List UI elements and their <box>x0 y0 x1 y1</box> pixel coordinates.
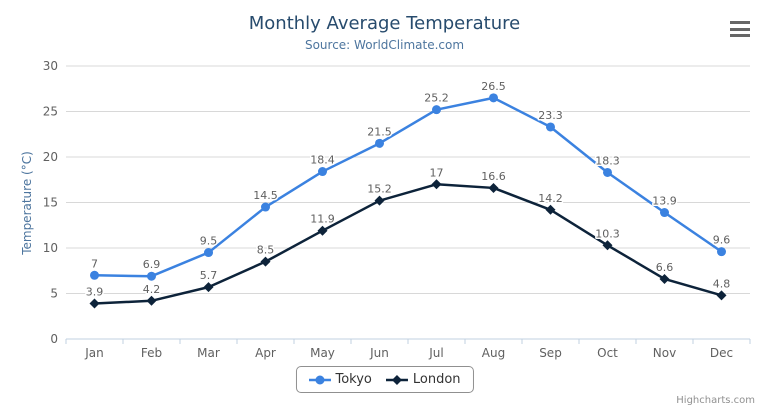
marker-tokyo-jan[interactable] <box>90 270 99 280</box>
data-label-tokyo-sep: 23.3 <box>538 109 563 122</box>
data-label-tokyo-mar: 9.5 <box>200 235 218 248</box>
marker-tokyo-apr[interactable] <box>261 202 270 212</box>
data-label-tokyo-apr: 14.5 <box>253 189 278 202</box>
x-axis-label: Jun <box>369 346 389 360</box>
x-axis-label: Mar <box>197 346 220 360</box>
data-label-tokyo-dec: 9.6 <box>713 234 731 247</box>
marker-tokyo-mar[interactable] <box>204 248 213 258</box>
legend-item-london[interactable]: London <box>385 372 461 387</box>
chart-title: Monthly Average Temperature <box>248 13 521 34</box>
data-label-tokyo-nov: 13.9 <box>652 195 677 208</box>
x-axis-label: Sep <box>539 346 562 360</box>
data-label-london-dec: 4.8 <box>713 277 731 290</box>
data-label-london-feb: 4.2 <box>143 283 161 296</box>
marker-tokyo-dec[interactable] <box>717 247 726 257</box>
marker-london-nov[interactable] <box>659 273 670 284</box>
tokyo-legend-marker-icon <box>308 375 331 384</box>
marker-london-dec[interactable] <box>716 290 727 301</box>
legend-label-london: London <box>412 372 461 387</box>
series-line-tokyo[interactable] <box>93 96 723 278</box>
data-label-london-jan: 3.9 <box>86 286 104 299</box>
series-line-london[interactable] <box>93 183 723 305</box>
data-label-london-mar: 5.7 <box>200 269 218 282</box>
legend-item-tokyo[interactable]: Tokyo <box>308 372 372 387</box>
marker-tokyo-feb[interactable] <box>147 271 156 281</box>
data-label-london-may: 11.9 <box>310 213 335 226</box>
marker-london-feb[interactable] <box>146 295 157 306</box>
marker-london-may[interactable] <box>317 225 328 236</box>
london-legend-marker-icon <box>385 374 408 385</box>
marker-tokyo-nov[interactable] <box>660 208 669 218</box>
x-axis-label: Feb <box>141 346 162 360</box>
data-label-tokyo-oct: 18.3 <box>595 154 620 167</box>
marker-london-mar[interactable] <box>203 282 214 293</box>
y-axis-label: 5 <box>50 287 58 301</box>
data-label-london-jun: 15.2 <box>367 183 392 196</box>
data-label-london-apr: 8.5 <box>257 244 275 257</box>
data-label-london-jul: 17 <box>430 166 444 179</box>
y-axis-label: 10 <box>43 241 58 255</box>
data-label-london-sep: 14.2 <box>538 192 563 205</box>
data-label-tokyo-jul: 25.2 <box>424 92 449 105</box>
x-axis-label: Aug <box>482 346 505 360</box>
chart-subtitle: Source: WorldClimate.com <box>304 38 465 52</box>
data-label-tokyo-jan: 7 <box>91 257 98 270</box>
marker-london-sep[interactable] <box>545 204 556 215</box>
y-axis-label: 25 <box>43 105 58 119</box>
marker-tokyo-jun[interactable] <box>375 138 384 148</box>
legend-label-tokyo: Tokyo <box>335 372 372 387</box>
data-label-tokyo-may: 18.4 <box>310 154 335 167</box>
marker-tokyo-jul[interactable] <box>432 105 441 115</box>
marker-london-aug[interactable] <box>488 182 499 193</box>
x-axis-label: Dec <box>710 346 733 360</box>
x-axis-label: Oct <box>597 346 618 360</box>
legend: Tokyo London <box>295 366 474 393</box>
x-axis-label: Jul <box>428 346 443 360</box>
y-axis-label: 30 <box>43 59 58 73</box>
x-axis-label: May <box>310 346 335 360</box>
marker-tokyo-oct[interactable] <box>603 167 612 177</box>
data-label-london-nov: 6.6 <box>656 261 674 274</box>
y-axis-title: Temperature (°C) <box>20 151 34 255</box>
credits-link[interactable]: Highcharts.com <box>676 395 755 406</box>
x-axis-label: Apr <box>255 346 276 360</box>
data-label-tokyo-jun: 21.5 <box>367 125 392 138</box>
hamburger-icon <box>730 21 750 24</box>
x-axis-label: Jan <box>84 346 104 360</box>
y-axis-label: 20 <box>43 150 58 164</box>
marker-london-apr[interactable] <box>260 256 271 267</box>
marker-london-oct[interactable] <box>602 240 613 251</box>
marker-london-jun[interactable] <box>374 195 385 206</box>
y-axis-label: 0 <box>50 332 58 346</box>
export-menu-button[interactable] <box>730 21 750 37</box>
marker-tokyo-may[interactable] <box>318 167 327 177</box>
marker-tokyo-sep[interactable] <box>546 122 555 132</box>
data-label-london-aug: 16.6 <box>481 170 506 183</box>
data-label-tokyo-feb: 6.9 <box>143 258 161 271</box>
y-axis-label: 15 <box>43 196 58 210</box>
data-label-tokyo-aug: 26.5 <box>481 80 506 93</box>
data-label-london-oct: 10.3 <box>595 227 620 240</box>
marker-tokyo-aug[interactable] <box>489 93 498 103</box>
x-axis-label: Nov <box>653 346 676 360</box>
marker-london-jul[interactable] <box>431 179 442 190</box>
marker-london-jan[interactable] <box>89 298 100 309</box>
